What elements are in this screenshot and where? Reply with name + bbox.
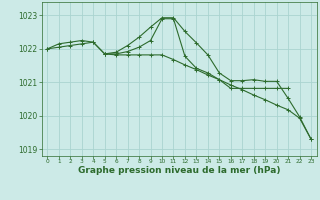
X-axis label: Graphe pression niveau de la mer (hPa): Graphe pression niveau de la mer (hPa) <box>78 166 280 175</box>
